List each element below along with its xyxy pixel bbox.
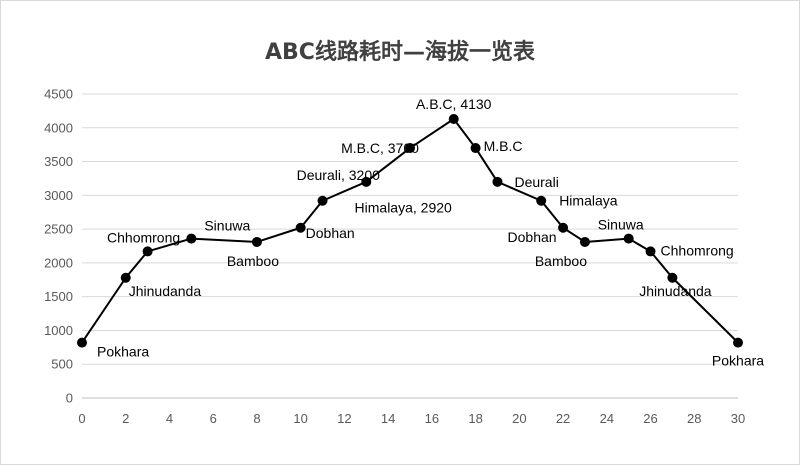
data-label: Jhinudanda	[639, 283, 712, 299]
data-label: M.B.C	[484, 138, 523, 154]
data-point	[317, 195, 328, 206]
x-tick-label: 28	[687, 411, 701, 426]
data-point	[77, 337, 87, 348]
data-point	[120, 272, 131, 283]
data-point	[186, 233, 197, 244]
data-label: Pokhara	[712, 353, 764, 369]
x-tick-label: 14	[381, 411, 395, 426]
x-tick-label: 12	[337, 411, 351, 426]
data-label: Dobhan	[508, 229, 557, 245]
data-label: Deurali, 3200	[297, 167, 380, 183]
data-point	[295, 222, 306, 233]
data-point	[405, 143, 415, 154]
chart-title: ABC线路耗时—海拔一览表	[265, 40, 535, 65]
x-tick-label: 26	[643, 411, 657, 426]
x-tick-label: 6	[210, 411, 217, 426]
x-tick-label: 16	[425, 411, 439, 426]
x-tick-label: 22	[556, 411, 570, 426]
y-tick-label: 4500	[44, 87, 73, 102]
y-tick-label: 0	[66, 391, 73, 406]
data-label: Dobhan	[306, 225, 355, 241]
data-label: Bamboo	[535, 253, 587, 269]
x-tick-label: 2	[122, 411, 129, 426]
data-label: Sinuwa	[204, 218, 250, 234]
y-tick-label: 1500	[44, 289, 73, 304]
data-label: A.B.C, 4130	[416, 96, 492, 112]
data-label: Chhomrong	[661, 242, 734, 258]
data-point	[142, 246, 153, 257]
data-point	[623, 233, 634, 244]
x-tick-label: 8	[253, 411, 260, 426]
y-tick-label: 3500	[44, 154, 73, 169]
data-label: Himalaya, 2920	[355, 200, 452, 216]
x-tick-label: 4	[166, 411, 173, 426]
data-label: Himalaya	[559, 193, 618, 209]
x-tick-label: 18	[468, 411, 482, 426]
x-tick-label: 10	[293, 411, 307, 426]
data-label: Deurali	[514, 174, 558, 190]
data-point	[733, 337, 743, 348]
y-tick-label: 1000	[44, 323, 73, 338]
data-point	[536, 195, 547, 206]
data-label: Jhinudanda	[129, 283, 202, 299]
x-tick-label: 20	[512, 411, 526, 426]
y-tick-label: 2500	[44, 222, 73, 237]
data-point	[492, 176, 503, 187]
data-point	[448, 113, 459, 124]
x-tick-label: 0	[78, 411, 85, 426]
data-label: Bamboo	[227, 253, 279, 269]
data-point	[251, 236, 262, 247]
data-label: Pokhara	[97, 344, 149, 360]
data-label: M.B.C, 3700	[341, 140, 419, 156]
data-label: Chhomrong	[107, 229, 180, 245]
data-point	[470, 143, 481, 154]
x-tick-label: 24	[600, 411, 614, 426]
data-point	[558, 222, 569, 233]
y-tick-label: 500	[51, 357, 73, 372]
x-tick-label: 30	[731, 411, 745, 426]
data-point	[361, 176, 372, 187]
y-tick-label: 3000	[44, 188, 73, 203]
y-tick-label: 2000	[44, 255, 73, 270]
data-label: Sinuwa	[598, 217, 644, 233]
data-point	[579, 236, 590, 247]
data-point	[667, 272, 678, 283]
y-tick-label: 4000	[44, 120, 73, 135]
data-point	[645, 246, 656, 257]
